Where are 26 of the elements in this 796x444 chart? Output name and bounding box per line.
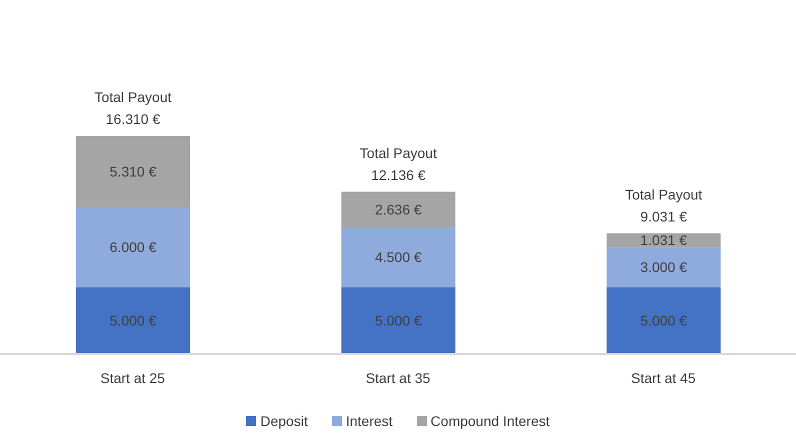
bar <box>341 192 456 228</box>
x-tick-label: Start at 45 <box>631 370 696 386</box>
bar <box>76 136 190 207</box>
bar <box>606 247 721 288</box>
x-tick-label: Start at 25 <box>100 370 166 386</box>
data-label: 3.000 € <box>640 259 688 276</box>
data-label: 4.500 € <box>374 249 422 266</box>
bar <box>76 287 190 354</box>
bar <box>76 206 190 288</box>
data-label: 2.636 € <box>374 201 422 218</box>
legend-label: Deposit <box>260 413 308 429</box>
bar <box>341 287 456 354</box>
total-label: Total Payout 9.031 € <box>625 186 702 224</box>
data-label: 5.000 € <box>640 312 688 329</box>
data-label: 5.000 € <box>110 312 157 329</box>
total-label: Total Payout 16.310 € <box>94 89 172 127</box>
x-tick-label: Start at 35 <box>366 370 431 386</box>
data-label: 5.000 € <box>374 312 422 329</box>
data-label: 6.000 € <box>110 239 157 256</box>
bar <box>341 227 456 288</box>
legend-label: Interest <box>346 413 393 429</box>
bar <box>606 287 721 354</box>
legend-label: Compound Interest <box>430 413 550 429</box>
data-label: 5.310 € <box>110 163 157 180</box>
data-label: 1.031 € <box>640 232 688 248</box>
total-label: Total Payout 12.136 € <box>360 144 437 183</box>
